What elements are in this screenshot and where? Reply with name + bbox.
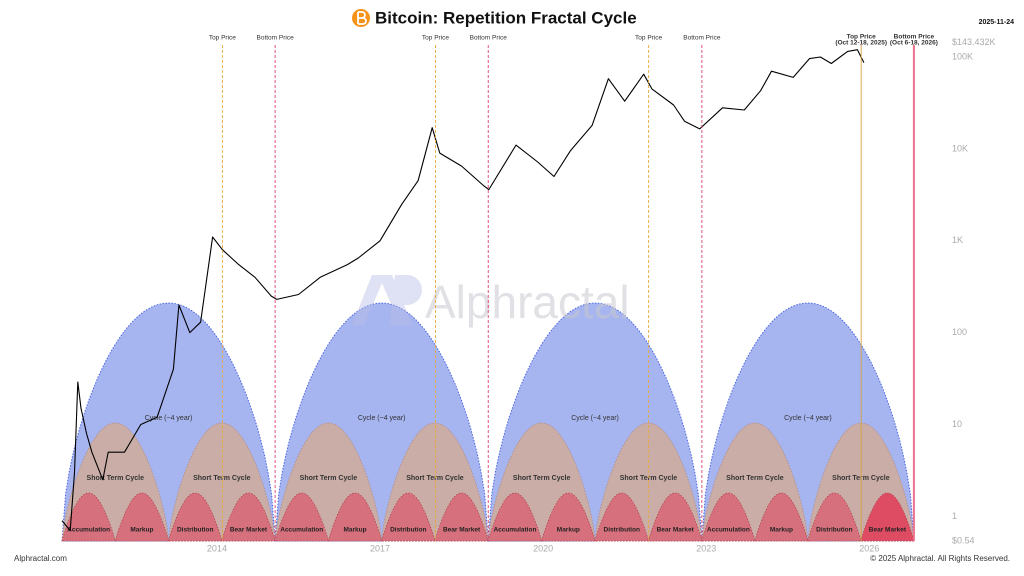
x-tick-label: 2014 bbox=[207, 543, 227, 553]
phase-label: Bear Market bbox=[869, 527, 907, 534]
marker-label: Top Price bbox=[422, 35, 449, 42]
y-tick-label: $143.432K bbox=[952, 37, 996, 47]
y-tick-label: $0.54 bbox=[952, 535, 975, 545]
phase-arc bbox=[487, 492, 543, 542]
y-tick-label: 1K bbox=[952, 235, 963, 245]
phase-label: Bear Market bbox=[657, 527, 695, 534]
x-tick-label: 2017 bbox=[370, 543, 390, 553]
x-tick-label: 2023 bbox=[696, 543, 716, 553]
y-tick-label: 1 bbox=[952, 511, 957, 521]
short-cycle-label: Short Term Cycle bbox=[193, 475, 251, 482]
phase-arc bbox=[114, 492, 170, 542]
marker-label: Top Price bbox=[209, 35, 236, 42]
marker-label: Top Price bbox=[635, 35, 662, 42]
phase-arc bbox=[541, 492, 596, 542]
y-tick-label: 10K bbox=[952, 143, 968, 153]
phase-label: Bear Market bbox=[443, 527, 481, 534]
phase-label: Accumulation bbox=[67, 527, 110, 534]
phase-label: Accumulation bbox=[280, 527, 323, 534]
short-cycle-label: Short Term Cycle bbox=[87, 475, 145, 482]
phase-arc bbox=[327, 492, 383, 542]
phase-arc bbox=[647, 492, 703, 542]
marker-note: (Oct 12-18, 2025) bbox=[835, 40, 887, 47]
phase-label: Markup bbox=[557, 527, 580, 534]
short-cycle-label: Short Term Cycle bbox=[620, 475, 678, 482]
phase-label: Distribution bbox=[604, 527, 640, 534]
watermark: Alphractal bbox=[425, 276, 630, 328]
phase-label: Markup bbox=[343, 527, 366, 534]
phase-arc bbox=[594, 492, 650, 542]
x-tick-label: 2026 bbox=[859, 543, 879, 553]
marker-label: Bottom Price bbox=[470, 35, 508, 42]
cycle-label: Cycle (~4 year) bbox=[784, 415, 832, 422]
phase-arc bbox=[701, 492, 756, 542]
short-cycle-label: Short Term Cycle bbox=[513, 475, 571, 482]
footer-right: © 2025 Alphractal. All Rights Reserved. bbox=[870, 554, 1010, 563]
cycle-label: Cycle (~4 year) bbox=[358, 415, 406, 422]
footer-left: Alphractal.com bbox=[14, 554, 67, 563]
phase-arc bbox=[274, 492, 329, 542]
phase-label: Accumulation bbox=[493, 527, 536, 534]
short-cycle-label: Short Term Cycle bbox=[406, 475, 464, 482]
marker-note: (Oct 6-18, 2026) bbox=[890, 40, 938, 47]
y-tick-label: 100K bbox=[952, 51, 973, 61]
marker-label: Bottom Price bbox=[257, 35, 295, 42]
phase-arc bbox=[860, 492, 915, 542]
phase-arc bbox=[168, 492, 223, 542]
phase-label: Markup bbox=[130, 527, 153, 534]
cycle-label: Cycle (~4 year) bbox=[145, 415, 193, 422]
phase-arc bbox=[754, 492, 809, 542]
marker-label: Bottom Price bbox=[894, 34, 935, 41]
y-tick-label: 10 bbox=[952, 419, 962, 429]
phase-arc bbox=[807, 492, 862, 542]
cycle-label: Cycle (~4 year) bbox=[571, 415, 619, 422]
short-cycle-label: Short Term Cycle bbox=[726, 475, 784, 482]
price-line bbox=[61, 49, 865, 532]
phase-arc bbox=[221, 492, 276, 542]
phase-label: Distribution bbox=[177, 527, 213, 534]
phase-arc bbox=[381, 492, 436, 542]
x-tick-label: 2020 bbox=[533, 543, 553, 553]
bitcoin-icon-glyph bbox=[357, 11, 367, 25]
chart-title: Bitcoin: Repetition Fractal Cycle bbox=[375, 8, 637, 27]
phase-label: Distribution bbox=[390, 527, 426, 534]
marker-label: Top Price bbox=[847, 34, 877, 41]
short-cycle-label: Short Term Cycle bbox=[300, 475, 358, 482]
watermark-logo bbox=[352, 275, 422, 325]
phase-label: Markup bbox=[770, 527, 793, 534]
phase-label: Accumulation bbox=[707, 527, 750, 534]
phase-arc bbox=[434, 492, 489, 542]
marker-label: Bottom Price bbox=[683, 35, 721, 42]
plot: Cycle (~4 year) Short Term Cycle Short Ter… bbox=[61, 34, 996, 553]
y-tick-label: 100 bbox=[952, 327, 967, 337]
phase-label: Bear Market bbox=[230, 527, 268, 534]
phase-label: Distribution bbox=[816, 527, 852, 534]
chart-date: 2025-11-24 bbox=[979, 19, 1015, 26]
